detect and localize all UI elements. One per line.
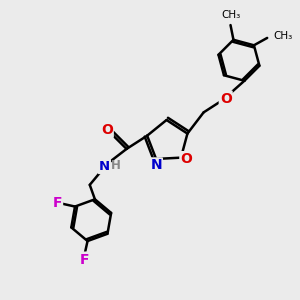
Text: CH₃: CH₃ — [274, 32, 293, 41]
Text: CH₃: CH₃ — [221, 10, 240, 20]
Text: O: O — [180, 152, 192, 166]
Text: F: F — [80, 253, 89, 267]
Text: N: N — [99, 160, 110, 173]
Text: O: O — [101, 123, 113, 137]
Text: H: H — [111, 159, 121, 172]
Text: O: O — [220, 92, 232, 106]
Text: F: F — [52, 196, 62, 210]
Text: N: N — [150, 158, 162, 172]
